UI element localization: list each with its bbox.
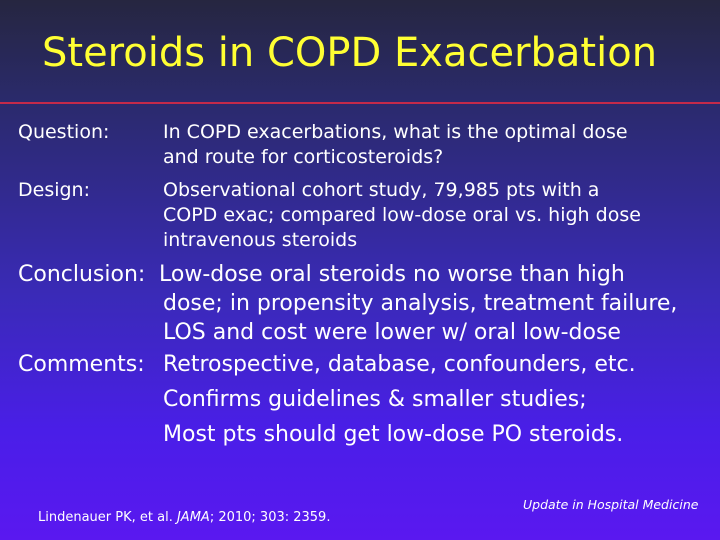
footer-title: Update in Hospital Medicine <box>523 497 699 512</box>
design-line-3: intravenous steroids <box>163 229 358 251</box>
design-line-1: Observational cohort study, 79,985 pts w… <box>163 179 600 201</box>
conclusion-label: Conclusion: <box>18 262 146 287</box>
question-label: Question: <box>18 121 110 143</box>
title-divider <box>0 102 720 104</box>
question-line-2: and route for corticosteroids? <box>163 146 444 168</box>
conclusion-line-1: Low-dose oral steroids no worse than hig… <box>159 262 625 287</box>
conclusion-line-3: LOS and cost were lower w/ oral low-dose <box>163 320 621 345</box>
comments-line-1: Retrospective, database, confounders, et… <box>163 352 636 377</box>
citation-details: ; 2010; 303: 2359. <box>209 510 331 525</box>
design-label: Design: <box>18 179 91 201</box>
slide-title: Steroids in COPD Exacerbation <box>42 30 658 76</box>
citation-authors: Lindenauer PK, et al. <box>38 510 177 525</box>
citation-journal: JAMA <box>176 510 210 525</box>
question-line-1: In COPD exacerbations, what is the optim… <box>163 121 628 143</box>
comments-label: Comments: <box>18 352 145 377</box>
citation: Lindenauer PK, et al. JAMA; 2010; 303: 2… <box>38 510 330 525</box>
design-line-2: COPD exac; compared low-dose oral vs. hi… <box>163 204 641 226</box>
comments-line-3: Most pts should get low-dose PO steroids… <box>163 422 624 447</box>
comments-line-2: Confirms guidelines & smaller studies; <box>163 387 587 412</box>
conclusion-line-2: dose; in propensity analysis, treatment … <box>163 291 678 316</box>
